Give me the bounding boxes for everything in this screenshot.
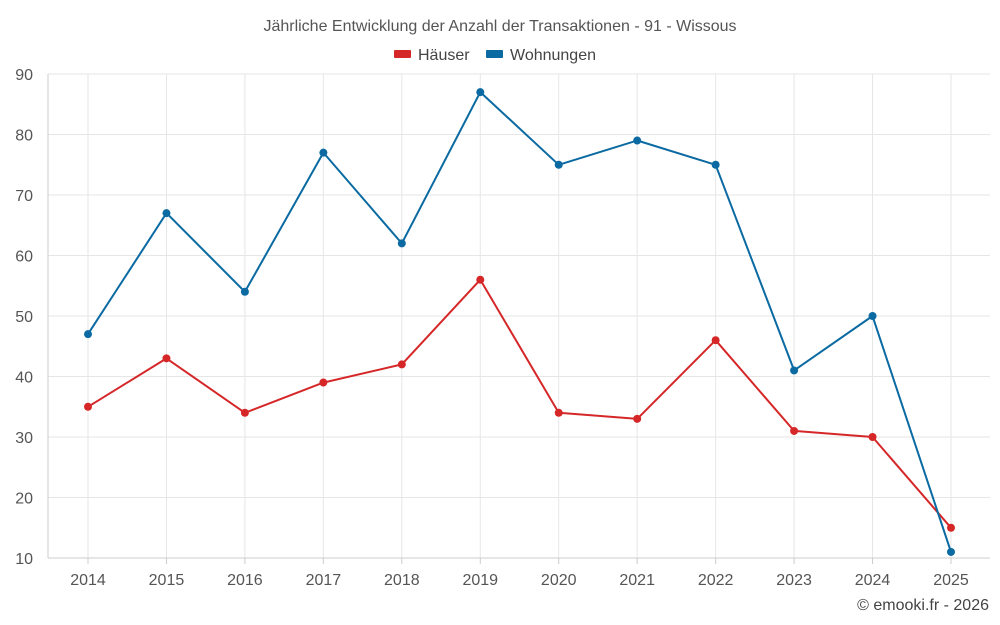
series-haeuser [84, 275, 955, 532]
data-point-haeuser[interactable] [947, 523, 955, 532]
series [84, 88, 955, 556]
y-tick-label: 50 [15, 309, 33, 326]
credit-text: © emooki.fr - 2026 [857, 597, 989, 614]
data-point-haeuser[interactable] [790, 426, 799, 435]
y-tick-label: 10 [15, 551, 33, 568]
legend-swatch-haeuser [394, 50, 411, 58]
y-tick-label: 60 [15, 249, 33, 266]
data-point-haeuser[interactable] [84, 402, 92, 411]
series-wohnungen [84, 88, 955, 556]
data-point-wohnungen[interactable] [790, 366, 799, 375]
series-line-haeuser [87, 278, 952, 529]
x-tick-label: 2020 [541, 572, 577, 589]
data-point-haeuser[interactable] [868, 433, 877, 441]
axes: 10 20 30 40 50 60 70 80 90 2014 2015 2016 2017 2018 20… [15, 67, 990, 589]
x-tick-label: 2025 [933, 572, 969, 589]
legend-item-wohnungen[interactable]: Wohnungen [486, 47, 596, 64]
x-tick-label: 2024 [855, 572, 891, 589]
x-tick-label: 2015 [149, 572, 185, 589]
x-tick-label: 2018 [384, 572, 420, 589]
x-tick-label: 2023 [776, 572, 812, 589]
legend-label-haeuser: Häuser [418, 47, 470, 64]
data-point-wohnungen[interactable] [711, 160, 720, 169]
x-tick-label: 2014 [70, 572, 106, 589]
data-point-haeuser[interactable] [711, 336, 720, 345]
data-point-haeuser[interactable] [240, 408, 249, 417]
x-tick-label: 2017 [306, 572, 342, 589]
x-tick-label: 2016 [227, 572, 263, 589]
data-point-wohnungen[interactable] [554, 160, 563, 169]
data-point-wohnungen[interactable] [947, 547, 955, 556]
y-tick-label: 40 [15, 370, 33, 387]
y-tick-label: 90 [15, 67, 33, 84]
y-tick-label: 70 [15, 188, 33, 205]
data-point-wohnungen[interactable] [240, 287, 249, 296]
data-point-haeuser[interactable] [554, 408, 563, 417]
data-point-wohnungen[interactable] [633, 136, 642, 145]
x-tick-label: 2022 [698, 572, 734, 589]
y-tick-label: 20 [15, 491, 33, 508]
data-point-wohnungen[interactable] [476, 88, 485, 97]
gridlines [48, 73, 990, 558]
legend-label-wohnungen: Wohnungen [510, 47, 596, 64]
data-point-haeuser[interactable] [397, 360, 406, 369]
series-line-wohnungen [87, 91, 952, 553]
y-tick-label: 80 [15, 128, 33, 145]
x-tick-label: 2021 [619, 572, 655, 589]
chart-title: Jährliche Entwicklung der Anzahl der Tra… [263, 18, 736, 35]
data-point-haeuser[interactable] [319, 378, 328, 387]
legend-swatch-wohnungen [486, 50, 503, 58]
data-point-haeuser[interactable] [162, 354, 171, 363]
data-point-wohnungen[interactable] [162, 209, 171, 218]
data-point-wohnungen[interactable] [319, 148, 328, 157]
y-tick-label: 30 [15, 430, 33, 447]
x-tick-label: 2019 [462, 572, 498, 589]
data-point-haeuser[interactable] [476, 275, 485, 284]
data-point-wohnungen[interactable] [397, 239, 406, 248]
data-point-wohnungen[interactable] [84, 330, 92, 339]
data-point-wohnungen[interactable] [868, 312, 877, 320]
data-point-haeuser[interactable] [633, 414, 642, 423]
legend[interactable]: Häuser Wohnungen [394, 47, 596, 64]
legend-item-haeuser[interactable]: Häuser [394, 47, 470, 64]
